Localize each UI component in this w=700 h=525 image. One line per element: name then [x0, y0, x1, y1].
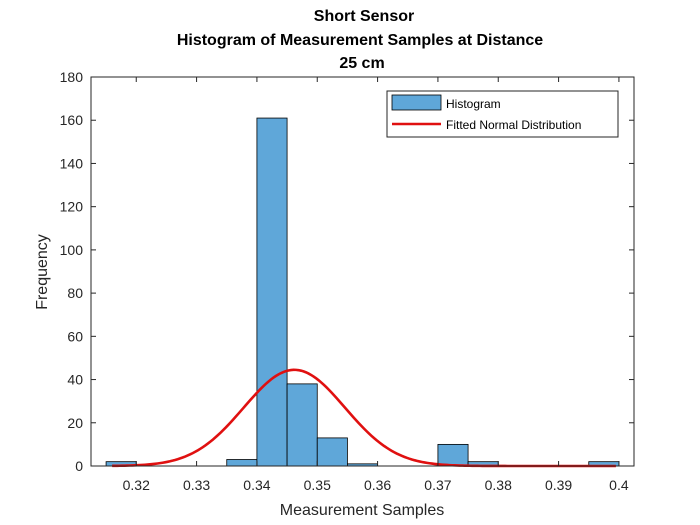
- x-tick-label: 0.34: [243, 477, 270, 493]
- y-tick-label: 180: [60, 69, 84, 85]
- y-axis-ticks: 0 20 40 60 80 100 120 140 160 180: [60, 69, 634, 474]
- y-tick-label: 140: [60, 155, 84, 171]
- histogram-bar: [437, 443, 469, 467]
- legend-swatch-histogram: [391, 94, 442, 111]
- x-tick-label: 0.39: [545, 477, 572, 493]
- y-tick-label: 0: [75, 458, 83, 474]
- y-tick-label: 80: [67, 285, 83, 301]
- x-axis-label: Measurement Samples: [280, 502, 445, 519]
- legend: Histogram Fitted Normal Distribution: [386, 90, 619, 138]
- x-tick-label: 0.33: [183, 477, 210, 493]
- legend-label-fitted-normal: Fitted Normal Distribution: [446, 118, 581, 132]
- histogram-bar: [316, 437, 348, 467]
- histogram-bar: [256, 117, 288, 467]
- histogram-bars: [105, 117, 620, 467]
- x-tick-label: 0.32: [123, 477, 150, 493]
- histogram-bar: [226, 459, 258, 467]
- y-tick-label: 40: [67, 372, 83, 388]
- histogram-bar: [286, 383, 318, 467]
- x-tick-label: 0.35: [304, 477, 331, 493]
- chart-title-line-1: Short Sensor: [314, 8, 414, 25]
- plot-frame: [90, 76, 635, 467]
- x-axis-ticks: 0.32 0.33 0.34 0.35 0.36 0.37 0.38 0.39 0.4: [123, 77, 629, 493]
- y-tick-label: 100: [60, 242, 84, 258]
- y-tick-label: 60: [67, 328, 83, 344]
- plot-area: [91, 77, 634, 466]
- y-tick-label: 120: [60, 199, 84, 215]
- x-tick-label: 0.36: [364, 477, 391, 493]
- y-tick-label: 160: [60, 112, 84, 128]
- x-tick-label: 0.37: [424, 477, 451, 493]
- x-tick-label: 0.38: [485, 477, 512, 493]
- legend-label-histogram: Histogram: [446, 97, 501, 111]
- y-tick-label: 20: [67, 415, 83, 431]
- chart-title-line-3: 25 cm: [339, 55, 384, 72]
- x-tick-label: 0.4: [609, 477, 629, 493]
- chart-title-line-2: Histogram of Measurement Samples at Dist…: [177, 32, 543, 49]
- y-axis-label: Frequency: [34, 234, 51, 310]
